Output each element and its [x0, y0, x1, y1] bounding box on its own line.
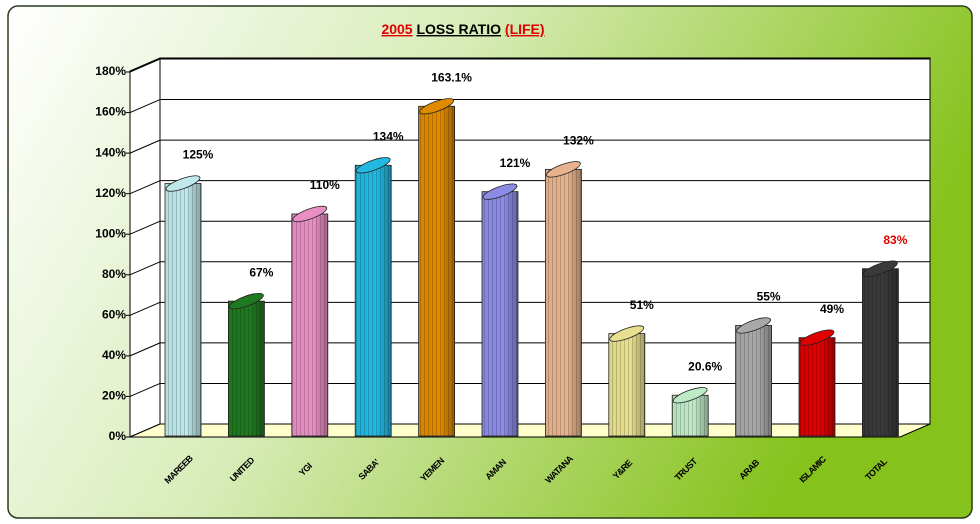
- bar-top: [419, 98, 455, 115]
- bar-top: [736, 317, 772, 334]
- bar-group: [545, 161, 582, 437]
- y-tick-label: 0%: [109, 429, 127, 443]
- title-part: (LIFE): [505, 21, 545, 37]
- bar-group: [798, 329, 836, 437]
- bar-shade: [482, 191, 518, 436]
- value-label: 125%: [183, 148, 214, 162]
- title-part: LOSS RATIO: [416, 21, 501, 37]
- bar-top: [165, 175, 201, 192]
- y-tick-label: 140%: [95, 145, 126, 159]
- bar-group: [862, 260, 899, 437]
- bar-shade: [355, 165, 392, 436]
- bar-group: [735, 317, 772, 437]
- y-tick-label: 180%: [95, 64, 126, 78]
- grid-line: [129, 180, 161, 195]
- floor: [129, 423, 931, 438]
- bar-shade: [165, 183, 201, 436]
- grid-line: [129, 382, 161, 397]
- bar-group: [164, 175, 202, 437]
- value-label: 49%: [820, 302, 844, 316]
- bar-top: [482, 183, 518, 200]
- y-tick-label: 160%: [95, 105, 126, 119]
- bar-shade: [291, 213, 328, 436]
- y-tick-label: 20%: [102, 389, 126, 403]
- bar-group: [671, 387, 709, 437]
- bar-group: [481, 183, 519, 437]
- grid-line: [129, 99, 161, 114]
- y-tick-label: 40%: [102, 348, 126, 362]
- grid-line: [129, 342, 161, 357]
- bar-top: [609, 325, 645, 342]
- bar-top: [799, 329, 835, 346]
- value-label: 51%: [630, 298, 654, 312]
- bar-shade: [608, 333, 645, 436]
- value-label: 121%: [500, 156, 531, 170]
- value-label: 134%: [373, 129, 404, 143]
- bar-top: [672, 387, 708, 404]
- grid-line: [129, 261, 161, 276]
- title-part: 2005: [381, 21, 412, 37]
- bar-top: [355, 157, 391, 174]
- value-label: 20.6%: [688, 359, 722, 373]
- bar-shade: [735, 325, 772, 436]
- value-label: 163.1%: [431, 70, 472, 84]
- y-tick-label: 120%: [95, 186, 126, 200]
- value-label: 110%: [310, 178, 340, 192]
- y-tick-label: 60%: [102, 308, 126, 322]
- bar-top: [862, 260, 898, 277]
- bar-group: [418, 98, 456, 437]
- value-label: 132%: [563, 134, 594, 148]
- value-label: 83%: [883, 233, 907, 247]
- bar-shade: [799, 337, 835, 436]
- bar-shade: [228, 301, 265, 436]
- bar-shade: [418, 106, 455, 437]
- grid-line: [129, 220, 161, 235]
- bar-group: [354, 157, 392, 437]
- bar-top: [228, 292, 264, 310]
- bar-top: [292, 205, 328, 223]
- value-label: 67%: [249, 265, 273, 279]
- y-tick-label: 100%: [95, 226, 126, 240]
- chart-title: 2005 LOSS RATIO (LIFE): [381, 21, 544, 37]
- bar-group: [227, 292, 265, 437]
- side-wall: [129, 57, 161, 438]
- bar-shade: [862, 268, 899, 436]
- value-label: 55%: [757, 290, 781, 304]
- bar-group: [291, 205, 329, 437]
- grid-line: [129, 301, 161, 316]
- bar-shade: [545, 169, 582, 437]
- y-tick-label: 80%: [102, 267, 126, 281]
- grid-line: [129, 139, 161, 154]
- bar-top: [545, 161, 581, 178]
- grid-line: [129, 58, 161, 73]
- bar-group: [608, 325, 646, 437]
